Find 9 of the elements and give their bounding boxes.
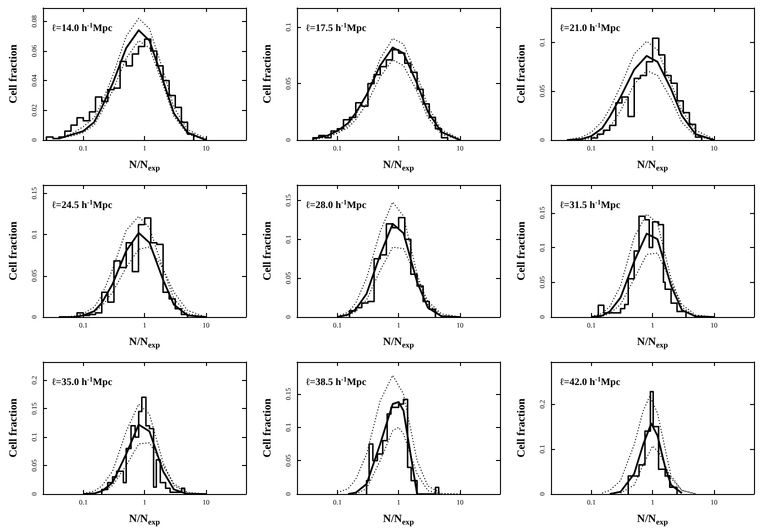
y-axis-title: Cell fraction [8, 222, 20, 280]
y-axis-title: Cell fraction [8, 398, 20, 458]
y-axis-title: Cell fraction [516, 398, 528, 458]
y-axis-title: Cell fraction [516, 44, 528, 104]
y-axis-title: Cell fraction [262, 398, 274, 458]
y-axis-title: Cell fraction [262, 222, 274, 280]
y-axis-title: Cell fraction [262, 44, 274, 104]
y-axis-title: Cell fraction [8, 44, 20, 104]
y-axis-title: Cell fraction [516, 222, 528, 280]
